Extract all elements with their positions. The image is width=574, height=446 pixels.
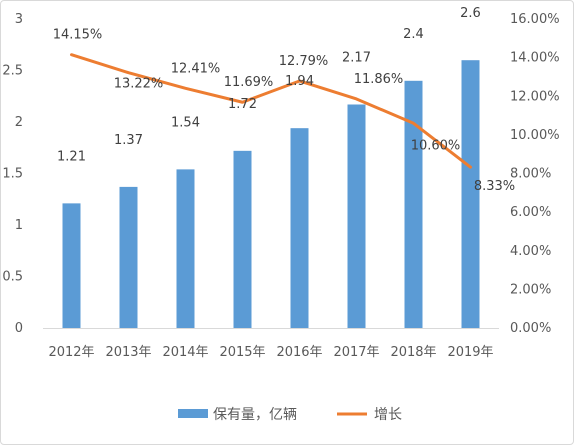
legend-label-bars: 保有量，亿辆 xyxy=(213,407,297,423)
x-axis-tick-label: 2017年 xyxy=(333,345,379,360)
line-data-labels: 14.15% 13.22% 12.41%11.69% 12.79% 11.86% 10.6… xyxy=(53,28,515,194)
line-data-label: 12.41% xyxy=(171,61,221,76)
left-axis-tick-label: 2 xyxy=(15,115,23,130)
bar-series xyxy=(62,60,480,329)
bar xyxy=(347,104,366,329)
x-axis-tick-label: 2013年 xyxy=(105,345,151,360)
line-data-label: 12.79% xyxy=(279,54,329,69)
right-axis-tick-label: 14.00% xyxy=(510,51,560,66)
right-axis-tick-label: 8.00% xyxy=(510,167,551,182)
bar-data-label: 1.21 xyxy=(57,149,86,164)
x-axis-tick-label: 2018年 xyxy=(390,345,436,360)
right-axis-tick-label: 16.00% xyxy=(510,12,560,27)
left-axis-tick-label: 0.5 xyxy=(2,270,23,285)
right-axis: 0.00% 2.00% 4.00% 6.00% 8.00% 10.00% 12.00% 14.… xyxy=(510,12,560,336)
line-data-label: 11.86% xyxy=(354,72,404,87)
bar xyxy=(233,150,252,328)
left-axis-tick-label: 1 xyxy=(15,218,23,233)
right-axis-tick-label: 4.00% xyxy=(510,244,551,259)
bar-data-label: 1.37 xyxy=(114,133,143,148)
left-axis-tick-label: 1.5 xyxy=(2,167,23,182)
left-axis-tick-label: 2.5 xyxy=(2,64,23,79)
x-axis-tick-label: 2016年 xyxy=(276,345,322,360)
bar-data-label: 1.94 xyxy=(285,74,314,89)
left-axis-tick-label: 3 xyxy=(15,12,23,27)
right-axis-tick-label: 2.00% xyxy=(510,282,551,297)
right-axis-tick-label: 10.00% xyxy=(510,128,560,143)
bar xyxy=(461,60,480,328)
bar xyxy=(119,186,138,328)
line-data-label: 14.15% xyxy=(53,28,103,43)
bar xyxy=(290,128,309,328)
line-data-label: 13.22% xyxy=(114,77,164,92)
x-axis: 2012年 2013年 2014年 2015年 2016年 2017年 2018年 2019年 xyxy=(48,345,493,360)
x-axis-tick-label: 2019年 xyxy=(447,345,493,360)
left-axis-tick-label: 0 xyxy=(15,321,23,336)
bar xyxy=(404,80,423,328)
x-axis-tick-label: 2015年 xyxy=(219,345,265,360)
right-axis-tick-label: 12.00% xyxy=(510,89,560,104)
bar-data-label: 1.54 xyxy=(171,115,200,130)
legend: 保有量，亿辆 增长 xyxy=(178,407,402,423)
right-axis-tick-label: 6.00% xyxy=(510,205,551,220)
line-series xyxy=(70,53,472,169)
legend-swatch-bars xyxy=(178,409,208,418)
bar xyxy=(176,169,195,328)
bar-data-label: 2.4 xyxy=(403,27,424,42)
x-axis-tick-label: 2014年 xyxy=(162,345,208,360)
bar xyxy=(62,203,81,328)
bar-data-labels: 1.21 1.37 1.54 1.72 1.94 2.17 2.4 2.6 xyxy=(57,6,481,164)
bar-data-label: 2.17 xyxy=(342,50,371,65)
growth-line xyxy=(70,53,472,169)
legend-label-line: 增长 xyxy=(374,407,402,423)
bar-data-label: 2.6 xyxy=(460,6,481,21)
line-data-label: 8.33% xyxy=(474,179,515,194)
right-axis-tick-label: 0.00% xyxy=(510,321,551,336)
line-data-label: 10.60% xyxy=(411,138,461,153)
x-axis-tick-label: 2012年 xyxy=(48,345,94,360)
left-axis: 0 0.5 1 1.5 2 2.5 3 xyxy=(2,12,23,336)
bar-data-label: 1.72 xyxy=(228,97,257,112)
line-data-label: 11.69% xyxy=(224,75,274,90)
